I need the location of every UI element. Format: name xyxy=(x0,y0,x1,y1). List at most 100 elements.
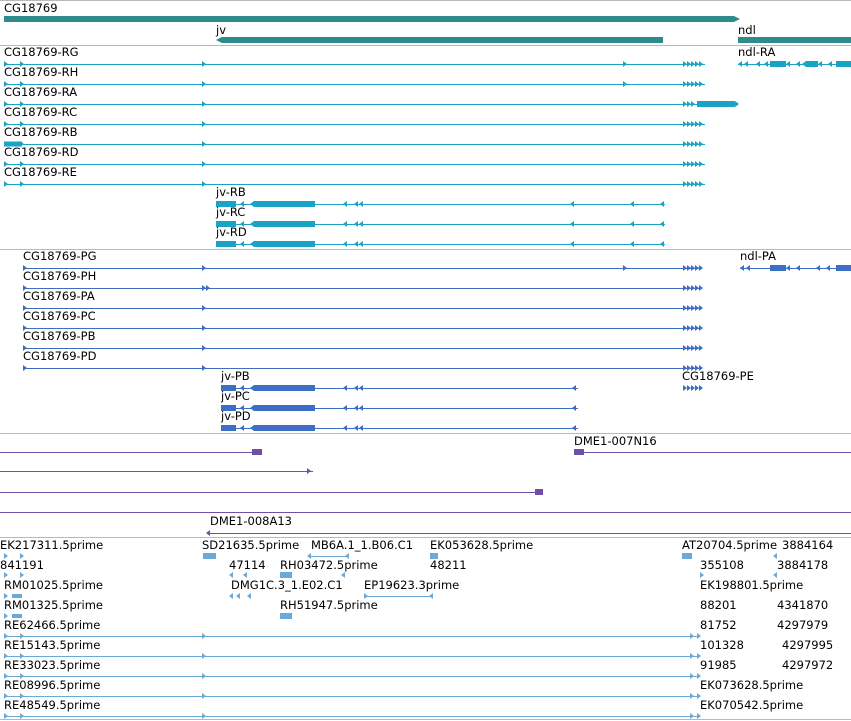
est-label[interactable]: EK053628.5prime xyxy=(430,538,534,552)
est-label[interactable]: RH51947.5prime xyxy=(280,598,378,612)
strand-arrow xyxy=(359,201,363,207)
exon-arrow xyxy=(699,365,703,371)
protein-label[interactable]: jv-PC xyxy=(221,389,250,403)
est-label[interactable]: 3884178 xyxy=(777,558,829,572)
strand-arrow xyxy=(4,593,8,599)
est-label[interactable]: RM01025.5prime xyxy=(4,578,103,592)
est-label[interactable]: EK217311.5prime xyxy=(0,538,104,552)
est-label[interactable]: 91985 xyxy=(700,658,737,672)
strand-arrow xyxy=(202,653,206,659)
est-label[interactable]: DMG1C.3_1.E02.C1 xyxy=(231,578,343,592)
est-label[interactable]: RE15143.5prime xyxy=(4,638,101,652)
protein-label[interactable]: CG18769-PG xyxy=(23,249,97,263)
strand-arrow xyxy=(229,593,233,599)
est-label[interactable]: 48211 xyxy=(430,558,467,572)
strand-arrow xyxy=(20,693,24,699)
est-label[interactable]: RE62466.5prime xyxy=(4,618,101,632)
protein-label[interactable]: jv-PD xyxy=(221,409,251,423)
gene-label-ndl[interactable]: ndl xyxy=(738,23,756,37)
clone-label[interactable]: DME1-008A13 xyxy=(210,514,292,528)
strand-arrow xyxy=(697,653,701,659)
exon-block xyxy=(254,201,315,207)
transcript-label[interactable]: CG18769-RD xyxy=(4,145,79,159)
exon-arrow xyxy=(683,265,687,271)
strand-arrow xyxy=(354,201,358,207)
est-label[interactable]: 3884164 xyxy=(782,538,834,552)
est-label[interactable]: 4297972 xyxy=(782,658,834,672)
est-label[interactable]: EK073628.5prime xyxy=(700,678,804,692)
protein-label[interactable]: CG18769-PA xyxy=(23,289,95,303)
est-label[interactable]: RE33023.5prime xyxy=(4,658,101,672)
protein-label[interactable]: CG18769-PD xyxy=(23,349,97,363)
est-label[interactable]: EK198801.5prime xyxy=(700,578,804,592)
strand-arrow xyxy=(773,553,777,559)
strand-arrow xyxy=(359,385,363,391)
transcript-label[interactable]: ndl-RA xyxy=(738,45,776,59)
est-label[interactable]: 4297995 xyxy=(782,638,834,652)
exon-block xyxy=(806,61,818,67)
transcript-label[interactable]: CG18769-RB xyxy=(4,125,78,139)
est-label[interactable]: EP19623.3prime xyxy=(364,578,460,592)
strand-arrow xyxy=(623,61,627,67)
exon-block xyxy=(12,614,22,618)
est-label[interactable]: AT20704.5prime xyxy=(682,538,778,552)
est-label[interactable]: SD21635.5prime xyxy=(202,538,300,552)
transcript-label[interactable]: CG18769-RH xyxy=(4,65,79,79)
est-label[interactable]: 4297979 xyxy=(777,618,829,632)
protein-label[interactable]: CG18769-PC xyxy=(23,309,96,323)
transcript-label[interactable]: CG18769-RA xyxy=(4,85,78,99)
est-label[interactable]: MB6A.1_1.B06.C1 xyxy=(311,538,414,552)
strand-arrow xyxy=(202,81,206,87)
est-label[interactable]: 841191 xyxy=(0,558,44,572)
est-label[interactable]: RE48549.5prime xyxy=(4,698,101,712)
strand-arrow xyxy=(250,201,254,207)
est-label[interactable]: RM01325.5prime xyxy=(4,598,103,612)
est-label[interactable]: EK070542.5prime xyxy=(700,698,804,712)
protein-label[interactable]: CG18769-PH xyxy=(23,269,97,283)
strand-arrow xyxy=(23,325,27,331)
exon-arrow xyxy=(695,385,699,391)
transcript-label[interactable]: jv-RD xyxy=(216,225,247,239)
gene-label-cg18769[interactable]: CG18769 xyxy=(4,1,58,15)
strand-arrow xyxy=(570,241,574,247)
protein-label[interactable]: CG18769-PE xyxy=(682,369,754,383)
exon-arrow xyxy=(695,305,699,311)
est-label[interactable]: 355108 xyxy=(700,558,744,572)
strand-arrow xyxy=(4,693,8,699)
strand-arrow xyxy=(773,572,777,578)
exon-arrow xyxy=(687,305,691,311)
transcript-label[interactable]: jv-RC xyxy=(216,205,246,219)
strand-arrow xyxy=(818,61,822,67)
strand-arrow xyxy=(23,285,27,291)
est-label[interactable]: 81752 xyxy=(700,618,737,632)
est-label[interactable]: RE08996.5prime xyxy=(4,678,101,692)
strand-arrow xyxy=(828,61,832,67)
gene-label-jv[interactable]: jv xyxy=(216,23,227,37)
strand-arrow xyxy=(202,265,206,271)
exon-arrow xyxy=(691,285,695,291)
transcript-label[interactable]: CG18769-RC xyxy=(4,105,78,119)
strand-arrow xyxy=(700,572,704,578)
protein-label[interactable]: jv-PB xyxy=(221,369,250,383)
transcript-label[interactable]: jv-RB xyxy=(216,185,246,199)
exon-arrow xyxy=(695,265,699,271)
strand-arrow xyxy=(630,241,634,247)
exon-arrow xyxy=(683,61,687,67)
transcript-label[interactable]: CG18769-RG xyxy=(4,45,79,59)
clone-label[interactable]: DME1-007N16 xyxy=(574,434,657,448)
strand-arrow xyxy=(354,221,358,227)
exon-arrow xyxy=(687,285,691,291)
est-label[interactable]: 101328 xyxy=(700,638,744,652)
est-label[interactable]: RH03472.5prime xyxy=(280,558,378,572)
track-separator xyxy=(0,433,851,434)
strand-arrow xyxy=(229,572,233,578)
protein-label[interactable]: CG18769-PB xyxy=(23,329,96,343)
est-label[interactable]: 88201 xyxy=(700,598,737,612)
est-label[interactable]: 4341870 xyxy=(777,598,829,612)
protein-label[interactable]: ndl-PA xyxy=(740,249,776,263)
transcript-label[interactable]: CG18769-RE xyxy=(4,165,77,179)
strand-arrow xyxy=(250,425,254,431)
est-label[interactable]: 47114 xyxy=(229,558,266,572)
strand-arrow xyxy=(202,673,206,679)
exon-arrow xyxy=(691,345,695,351)
